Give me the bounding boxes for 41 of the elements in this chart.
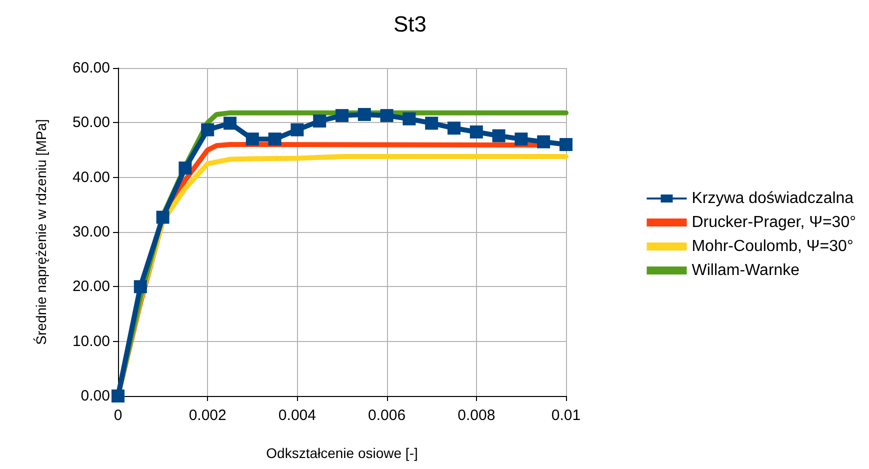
x-tick-label: 0 (114, 407, 122, 424)
y-tick-label: 0.00 (80, 388, 110, 404)
point (492, 129, 506, 142)
x-tick-label: 0.01 (551, 407, 581, 424)
point (425, 116, 438, 130)
x-tick-label: 0.008 (458, 407, 496, 424)
point (402, 112, 416, 126)
x-axis-title: Odkształcenie osiowe [-] (266, 445, 418, 461)
point (336, 109, 348, 122)
point (470, 125, 483, 138)
y-axis-title: Średnie naprężenie w rdzeniu [MPa] (33, 119, 49, 345)
chart-title: St3 (393, 12, 427, 36)
x-tick-label: 0.004 (278, 407, 316, 424)
point (246, 132, 259, 146)
x-tick-label: 0.006 (368, 407, 406, 424)
point (224, 116, 236, 130)
point (178, 162, 192, 175)
point (268, 132, 282, 146)
point (358, 108, 371, 121)
x-tick-label: 0.002 (188, 407, 226, 424)
point (380, 109, 394, 122)
y-tick-label: 50.00 (72, 114, 110, 132)
point (560, 138, 572, 152)
y-tick-label: 10.00 (72, 332, 110, 350)
y-tick-label: 20.00 (72, 278, 110, 296)
point (313, 114, 326, 128)
point (156, 210, 170, 224)
legend-label: Mohr-Coulomb, Ψ=30° (692, 238, 854, 255)
legend-label: Krzywa doświadczalna (692, 190, 854, 207)
point (290, 123, 304, 136)
point (134, 280, 147, 294)
point (514, 132, 528, 146)
point (112, 390, 124, 402)
legend-label: Drucker-Prager, Ψ=30° (692, 214, 856, 231)
y-tick-label: 30.00 (72, 224, 110, 240)
y-tick-label: 60.00 (72, 60, 110, 76)
point (201, 123, 214, 136)
point (448, 122, 460, 135)
legend-label: Willam-Warnke (692, 262, 800, 279)
point (537, 135, 550, 148)
y-tick-label: 40.00 (72, 168, 110, 186)
